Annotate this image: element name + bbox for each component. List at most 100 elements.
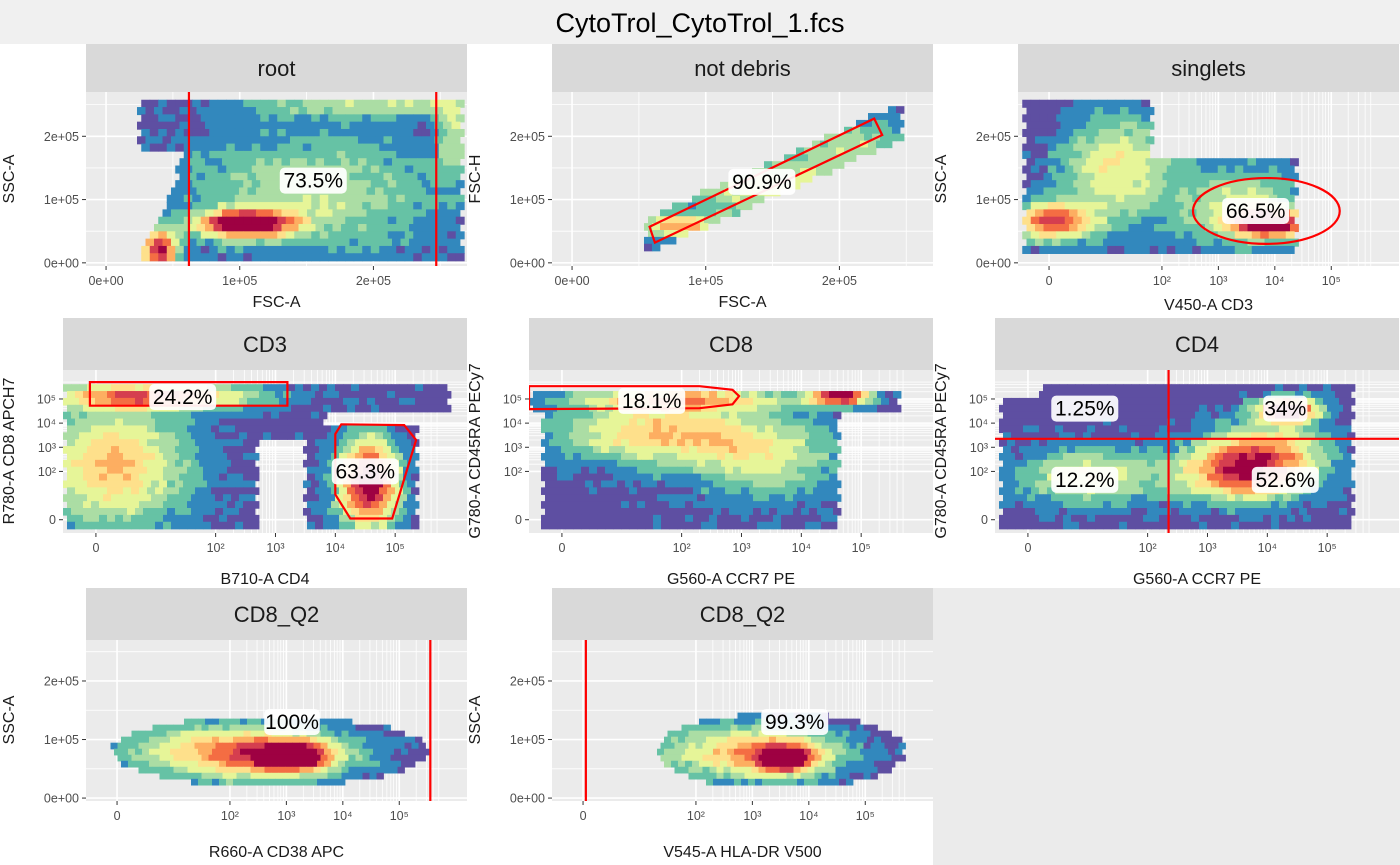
density-cell [1111,391,1120,399]
density-cell [825,411,834,420]
gate-percentage: 24.2% [153,386,213,409]
density-cell [1030,202,1040,211]
density-cell [845,391,854,399]
density-cell [231,494,240,502]
density-cell [327,446,336,454]
density-cell [1155,384,1164,392]
density-cell [358,172,367,181]
density-cell [1279,521,1288,530]
density-cell [999,501,1008,509]
density-cell [1175,418,1184,427]
density-cell [1251,446,1260,454]
density-cell [315,391,324,399]
density-cell [243,452,252,461]
density-cell [1339,446,1348,454]
density-cell [1052,136,1061,145]
density-cell [749,521,758,530]
density-cell [1098,245,1108,254]
gate-label-box [1222,197,1290,224]
density-cell [222,238,231,247]
density-cell [319,411,328,420]
density-cell [131,404,140,413]
density-cell [1343,425,1352,434]
density-cell [845,404,854,413]
density-cell [107,404,116,413]
density-cell [1043,224,1053,233]
density-cell [231,411,240,420]
density-cell [1098,143,1108,152]
density-cell [644,223,653,231]
density-cell [335,384,344,392]
density-cell [685,418,694,427]
density-cell [247,718,255,726]
density-cell [443,238,452,247]
density-cell [1094,209,1104,218]
density-cell [411,391,420,399]
density-cell [1023,466,1032,475]
density-cell [1035,432,1044,440]
density-cell [119,432,128,440]
density-cell [257,730,265,738]
density-cell [323,466,332,475]
density-cell [829,501,838,509]
density-cell [208,730,216,738]
density-cell [233,748,241,756]
density-cell [853,404,862,413]
density-cell [387,165,397,174]
density-cell [1159,521,1168,530]
density-cell [299,418,308,427]
density-cell [159,754,167,762]
density-cell [1127,452,1136,461]
density-cell [1307,411,1316,420]
density-cell [358,224,367,233]
density-cell [199,432,208,440]
y-tick-label: 0 [515,513,522,527]
density-cell [1283,432,1292,440]
density-cell [797,452,806,461]
density-cell [1132,194,1142,203]
density-cell [67,425,76,434]
density-cell [107,514,116,523]
density-cell [1094,224,1104,233]
density-cell [892,113,901,121]
density-cell [581,391,590,399]
density-cell [71,494,80,502]
density-cell [1256,158,1265,167]
density-cell [713,397,722,406]
density-cell [1073,202,1083,211]
density-cell [290,121,299,130]
density-cell [1223,514,1232,523]
density-cell [1098,128,1108,138]
density-cell [1039,216,1049,225]
density-cell [117,754,125,762]
density-cell [404,742,412,750]
density-cell [275,760,283,768]
density-cell [227,514,236,523]
density-cell [187,439,196,447]
density-cell [1247,158,1257,167]
density-cell [1154,158,1163,167]
density-cell [138,766,146,774]
density-cell [704,202,713,211]
density-cell [427,404,436,413]
density-cell [1039,501,1048,509]
density-cell [1256,224,1265,233]
density-cell [103,432,112,440]
density-cell [1145,238,1155,247]
density-cell [665,480,674,489]
density-cell [397,754,405,762]
density-cell [745,397,754,406]
density-cell [1094,136,1104,145]
density-cell [438,143,448,152]
density-cell [817,508,826,516]
density-cell [355,391,364,399]
density-cell [751,712,759,720]
density-cell [1151,452,1160,461]
density-cell [1195,459,1204,468]
density-cell [223,384,232,392]
density-cell [387,99,397,108]
density-cell [1219,508,1228,516]
density-cell [351,494,360,502]
density-cell [317,778,325,786]
density-cell [291,425,300,434]
